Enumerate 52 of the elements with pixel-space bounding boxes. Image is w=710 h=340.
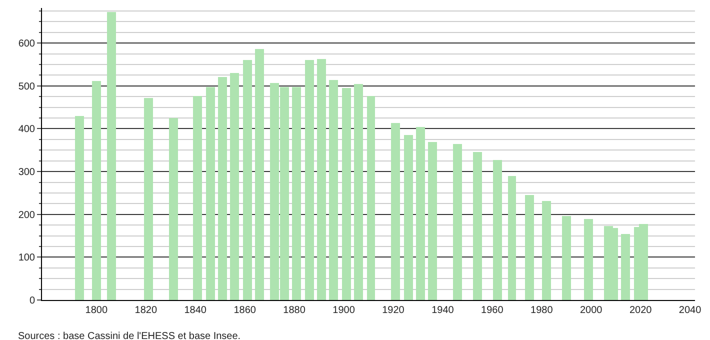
- bar: [342, 88, 351, 300]
- bar: [230, 73, 239, 300]
- bar: [562, 216, 571, 300]
- x-tick-label: 1940: [432, 305, 454, 316]
- bar: [428, 142, 437, 300]
- bar: [305, 60, 314, 300]
- x-tick-label: 1860: [234, 305, 256, 316]
- bar: [206, 87, 215, 300]
- bar: [453, 144, 462, 300]
- source-note: Sources : base Cassini de l'EHESS et base Insee.: [18, 331, 241, 340]
- y-tick-label: 500: [18, 81, 36, 92]
- bar: [404, 135, 413, 300]
- x-tick-label: 1820: [134, 305, 158, 316]
- bar: [416, 127, 425, 300]
- y-tick-label: 300: [18, 167, 36, 178]
- bar: [542, 201, 551, 300]
- bar: [292, 87, 301, 300]
- bar: [144, 98, 153, 300]
- y-tick-label: 400: [18, 124, 36, 136]
- bar: [218, 77, 227, 300]
- x-tick-label: 2040: [678, 305, 702, 316]
- bar: [525, 195, 534, 300]
- bar: [473, 152, 482, 300]
- x-tick-label: 1800: [85, 305, 108, 316]
- bar: [255, 49, 264, 300]
- bar: [243, 60, 252, 300]
- bar: [621, 234, 630, 300]
- x-tick-label: 1840: [184, 305, 207, 316]
- bar: [169, 118, 178, 300]
- bar: [75, 116, 84, 300]
- bar: [584, 219, 593, 300]
- x-tick-label: 2000: [580, 305, 603, 316]
- y-tick-label: 200: [18, 210, 36, 221]
- y-tick-label: 0: [29, 296, 36, 306]
- bar: [107, 12, 116, 300]
- x-tick-label: 1900: [332, 305, 356, 316]
- bar: [508, 176, 516, 300]
- x-tick-label: 1880: [283, 305, 306, 316]
- y-tick-label: 100: [18, 252, 36, 264]
- bar: [329, 80, 338, 300]
- x-tick-label: 1960: [481, 305, 504, 316]
- bar: [493, 160, 502, 300]
- x-tick-label: 2020: [629, 305, 652, 316]
- bar: [317, 59, 326, 300]
- bar: [391, 123, 400, 300]
- bar: [354, 84, 363, 300]
- bar: [193, 96, 202, 300]
- bar: [367, 96, 375, 300]
- y-tick-label: 600: [18, 38, 36, 50]
- x-tick-label: 1980: [530, 305, 554, 316]
- bar: [92, 81, 101, 300]
- x-tick-label: 1920: [382, 305, 405, 316]
